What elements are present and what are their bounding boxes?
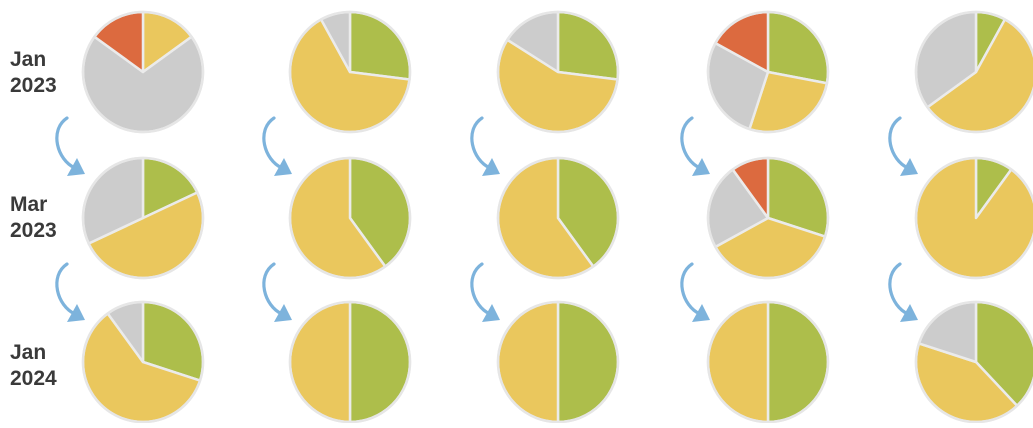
pie-r1-c5-outline: [914, 10, 1033, 134]
arrow-r1-c3-curve: [470, 116, 492, 170]
arrow-r2-c4: [680, 262, 710, 322]
row-label-2-line1: Mar: [10, 193, 47, 216]
pie-r3-c4-slice-yellow-2: [706, 300, 770, 424]
arrow-r1-c5: [888, 116, 918, 176]
pie-r3-c2-slice-green-1: [348, 300, 412, 424]
pie-r2-c2: [288, 156, 412, 280]
row-label-1-line1: Jan: [10, 48, 46, 71]
arrow-r1-c4: [680, 116, 710, 176]
arrow-r1-c4-curve: [680, 116, 702, 170]
row-label-2-line2: 2023: [10, 219, 57, 242]
pie-r1-c4: [706, 10, 830, 134]
pie-r2-c5-outline: [914, 156, 1033, 280]
arrow-r2-c5: [888, 262, 918, 322]
row-label-1-line2: 2023: [10, 74, 57, 97]
pie-r3-c5: [914, 300, 1033, 424]
pie-r1-c2-slice-green-1: [348, 10, 412, 81]
pie-r3-c4-outline: [706, 300, 830, 424]
arrow-r2-c5-curve: [888, 262, 910, 316]
pie-r3-c1: [81, 300, 205, 424]
arrow-r2-c2-head: [274, 304, 292, 322]
arrow-r2-c2: [262, 262, 292, 322]
pie-r2-c4-outline: [706, 156, 830, 280]
arrow-r2-c1-head: [67, 304, 85, 322]
pies: [81, 10, 1033, 424]
arrow-r2-c4-head: [692, 304, 710, 322]
pie-r2-c5: [914, 156, 1033, 280]
pie-r3-c3-outline: [496, 300, 620, 424]
arrow-r1-c2: [262, 116, 292, 176]
arrow-r2-c3-curve: [470, 262, 492, 316]
pie-r1-c5: [914, 10, 1033, 134]
pie-r3-c3-slice-yellow-2: [496, 300, 560, 424]
arrow-r1-c3: [470, 116, 500, 176]
arrow-r2-c5-head: [900, 304, 918, 322]
arrow-r1-c2-head: [274, 158, 292, 176]
pie-r1-c1-outline: [81, 10, 205, 134]
pie-r1-c3-slice-green-1: [556, 10, 620, 81]
pie-r1-c1: [81, 10, 205, 134]
arrow-r1-c1-head: [67, 158, 85, 176]
pie-r2-c1-outline: [81, 156, 205, 280]
pie-r3-c5-outline: [914, 300, 1033, 424]
arrow-r1-c1: [55, 116, 85, 176]
arrow-r2-c2-curve: [262, 262, 284, 316]
arrow-r2-c1: [55, 262, 85, 322]
arrow-r1-c3-head: [482, 158, 500, 176]
row-labels: Jan 2023 Mar 2023 Jan 2024: [10, 48, 57, 390]
arrow-r1-c5-curve: [888, 116, 910, 170]
arrow-r1-c5-head: [900, 158, 918, 176]
pie-r3-c4: [706, 300, 830, 424]
row-label-3-line1: Jan: [10, 341, 46, 364]
pie-r3-c2-slice-yellow-2: [288, 300, 352, 424]
pie-r2-c2-outline: [288, 156, 412, 280]
row-label-3-line2: 2024: [10, 367, 57, 390]
arrow-r2-c1-curve: [55, 262, 77, 316]
transition-arrows: [55, 116, 918, 322]
pie-r3-c1-outline: [81, 300, 205, 424]
pie-r1-c3: [496, 10, 620, 134]
pie-r3-c3: [496, 300, 620, 424]
pie-r2-c3: [496, 156, 620, 280]
pie-r3-c2-outline: [288, 300, 412, 424]
pie-r1-c3-outline: [496, 10, 620, 134]
arrow-r2-c3-head: [482, 304, 500, 322]
pie-r2-c1: [81, 156, 205, 280]
arrow-r1-c2-curve: [262, 116, 284, 170]
pie-r3-c2: [288, 300, 412, 424]
pie-r1-c2: [288, 10, 412, 134]
arrow-r2-c4-curve: [680, 262, 702, 316]
pie-r1-c4-outline: [706, 10, 830, 134]
arrow-r1-c1-curve: [55, 116, 77, 170]
arrow-r1-c4-head: [692, 158, 710, 176]
pie-r3-c3-slice-green-1: [556, 300, 620, 424]
pie-r1-c2-outline: [288, 10, 412, 134]
pie-r2-c4: [706, 156, 830, 280]
arrow-r2-c3: [470, 262, 500, 322]
pie-r3-c4-slice-green-1: [766, 300, 830, 424]
pie-r2-c3-outline: [496, 156, 620, 280]
